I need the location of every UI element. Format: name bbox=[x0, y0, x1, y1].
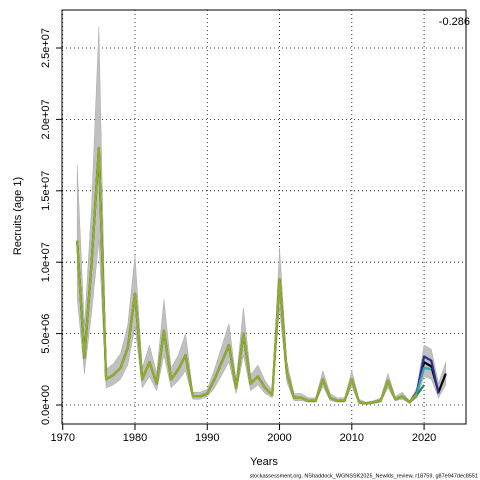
confidence-band bbox=[76, 26, 447, 405]
x-axis-label: Years bbox=[250, 456, 278, 468]
x-tick-label: 2000 bbox=[267, 432, 291, 444]
x-tick-label: 1980 bbox=[123, 432, 147, 444]
y-axis-label: Recruits (age 1) bbox=[12, 177, 24, 255]
x-tick-label: 1970 bbox=[50, 432, 74, 444]
x-tick-label: 1990 bbox=[195, 432, 219, 444]
series-line bbox=[76, 146, 418, 405]
y-tick-label: 1.0e+07 bbox=[40, 242, 52, 282]
plot-area: 1970 1980 1990 2000 2010 2020 0.0e+00 5.0e+06 1.… bbox=[40, 9, 467, 444]
annotation: -0.286 bbox=[439, 16, 470, 28]
x-tick-label: 2020 bbox=[412, 432, 436, 444]
y-tick-label: 1.5e+07 bbox=[40, 171, 52, 211]
y-tick-label: 2.0e+07 bbox=[40, 99, 52, 139]
footer: stockassessment.org, NShaddock_WGNSSK202… bbox=[250, 473, 478, 479]
plot-frame bbox=[61, 9, 467, 425]
y-tick-label: 0.0e+00 bbox=[40, 385, 52, 425]
x-tick-label: 2010 bbox=[340, 432, 364, 444]
y-tick-label: 5.0e+06 bbox=[40, 314, 52, 354]
y-tick-label: 2.5e+07 bbox=[40, 28, 52, 68]
series-line bbox=[76, 146, 447, 405]
